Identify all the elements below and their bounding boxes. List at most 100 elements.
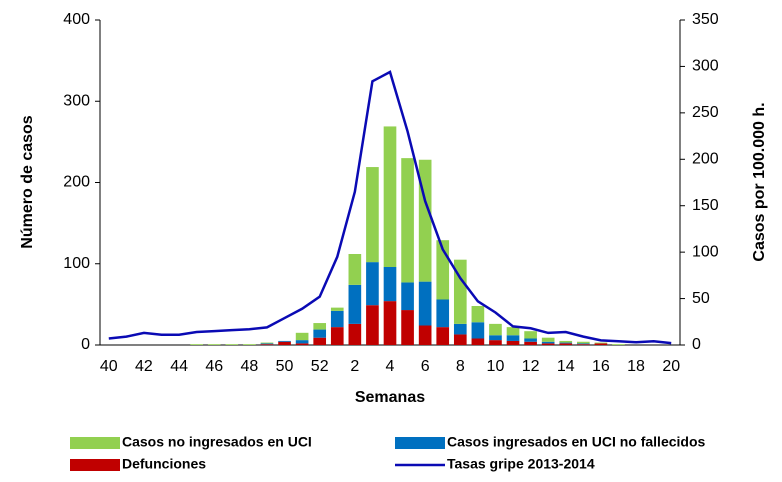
bar-segment	[278, 340, 291, 342]
bar-segment	[524, 338, 537, 342]
bar-segment	[225, 344, 239, 345]
bar-segment	[577, 343, 590, 345]
y-tick-label: 100	[63, 255, 90, 272]
legend-label: Defunciones	[122, 456, 206, 472]
bar-segment	[524, 341, 537, 345]
bar-segment	[260, 343, 274, 345]
legend-label: Casos no ingresados en UCI	[122, 434, 312, 450]
x-tick-label: 4	[386, 358, 395, 375]
bar-segment	[330, 307, 344, 311]
x-tick-label: 12	[522, 358, 540, 375]
x-tick-label: 10	[487, 358, 505, 375]
bar-segment	[559, 342, 573, 344]
y2-tick-label: 150	[692, 197, 719, 214]
bar-segment	[453, 334, 467, 345]
bar-segment	[295, 332, 309, 341]
legend-label: Tasas gripe 2013-2014	[447, 456, 595, 472]
bar-segment	[190, 344, 203, 345]
x-tick-label: 18	[627, 358, 645, 375]
bar-segment	[489, 335, 502, 341]
bar-segment	[348, 284, 362, 324]
y-tick-label: 200	[63, 174, 90, 191]
x-tick-label: 52	[311, 358, 329, 375]
bar-segment	[453, 323, 467, 335]
x-tick-label: 42	[135, 358, 153, 375]
bar-segment	[489, 323, 502, 336]
bar-segment	[541, 343, 555, 345]
bar-segment	[436, 327, 450, 345]
bar-segment	[489, 340, 502, 345]
bar-segment	[594, 342, 608, 344]
bar-segment	[313, 337, 327, 345]
bar-segment	[418, 325, 432, 345]
x-tick-label: 6	[421, 358, 430, 375]
bar-segment	[524, 331, 537, 339]
x-tick-label: 8	[456, 358, 465, 375]
bar-segment	[207, 344, 221, 345]
bar-segment	[295, 343, 309, 345]
bar-segment	[436, 299, 450, 328]
y-tick-label: 300	[63, 92, 90, 109]
bar-segment	[471, 322, 485, 339]
y2-tick-label: 300	[692, 58, 719, 75]
bar-segment	[594, 343, 608, 345]
y2-tick-label: 250	[692, 104, 719, 121]
x-tick-label: 20	[662, 358, 680, 375]
bar-segment	[366, 262, 379, 306]
x-tick-label: 16	[592, 358, 610, 375]
y-tick-label: 0	[81, 336, 90, 353]
bar-segment	[401, 282, 414, 311]
rate-line	[108, 70, 672, 345]
bar-segment	[366, 167, 379, 263]
y2-axis-title: Casos por 100.000 h.	[751, 102, 768, 261]
legend-swatch	[70, 459, 120, 471]
bar-segment	[541, 337, 555, 342]
bar-segment	[313, 323, 327, 330]
y2-tick-label: 0	[692, 336, 701, 353]
bar-segment	[418, 159, 432, 282]
x-tick-label: 46	[205, 358, 223, 375]
bar-segment	[313, 329, 327, 338]
bar-segment	[260, 344, 274, 345]
y2-tick-label: 200	[692, 151, 719, 168]
bar-segment	[471, 338, 485, 345]
y2-tick-label: 50	[692, 290, 710, 307]
legend-label: Casos ingresados en UCI no fallecidos	[447, 434, 706, 450]
bar-segment	[260, 342, 274, 344]
x-tick-label: 48	[240, 358, 258, 375]
bar-segment	[330, 310, 344, 328]
bar-segment	[577, 341, 590, 344]
y-axis-title: Número de casos	[19, 115, 36, 248]
bar-segment	[559, 343, 573, 345]
bar-segment	[383, 267, 397, 302]
bar-segment	[471, 306, 485, 323]
x-axis-title: Semanas	[355, 389, 425, 406]
y2-tick-label: 350	[692, 11, 719, 28]
y-tick-label: 400	[63, 11, 90, 28]
bar-segment	[559, 340, 573, 343]
bar-segment	[243, 344, 256, 345]
x-tick-label: 14	[557, 358, 575, 375]
bar-segment	[453, 259, 467, 324]
legend-swatch	[395, 437, 445, 449]
x-tick-label: 50	[276, 358, 294, 375]
bar-segment	[348, 254, 362, 285]
bar-segment	[383, 126, 397, 267]
bar-segment	[383, 301, 397, 345]
bar-segment	[295, 340, 309, 344]
bar-segment	[418, 281, 432, 326]
bar-segment	[506, 335, 520, 341]
legend-swatch	[70, 437, 120, 449]
bar-segment	[330, 327, 344, 345]
bar-segment	[401, 158, 414, 283]
bar-segment	[401, 310, 414, 345]
bar-segment	[348, 323, 362, 345]
x-tick-label: 40	[100, 358, 118, 375]
bar-segment	[366, 305, 379, 345]
bar-segment	[541, 341, 555, 344]
bar-segment	[612, 344, 625, 345]
bar-segment	[577, 344, 590, 345]
x-tick-label: 2	[350, 358, 359, 375]
bar-segment	[506, 340, 520, 345]
